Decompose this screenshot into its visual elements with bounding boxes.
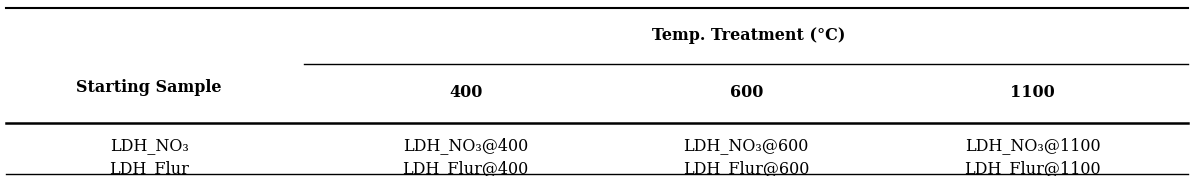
Text: LDH_NO₃@400: LDH_NO₃@400	[404, 137, 528, 154]
Text: 600: 600	[730, 84, 763, 101]
Text: Temp. Treatment (°C): Temp. Treatment (°C)	[652, 27, 845, 44]
Text: 400: 400	[449, 84, 482, 101]
Text: LDH_NO₃@600: LDH_NO₃@600	[683, 137, 810, 154]
Text: LDH_Flur@400: LDH_Flur@400	[402, 161, 529, 176]
Text: Starting Sample: Starting Sample	[76, 79, 222, 96]
Text: LDH_NO₃@1100: LDH_NO₃@1100	[965, 137, 1101, 154]
Text: LDH_Flur@600: LDH_Flur@600	[683, 161, 810, 176]
Text: LDH_Flur@1100: LDH_Flur@1100	[965, 161, 1101, 176]
Text: LDH_Flur: LDH_Flur	[110, 161, 189, 176]
Text: 1100: 1100	[1010, 84, 1055, 101]
Text: LDH_NO₃: LDH_NO₃	[110, 137, 189, 154]
